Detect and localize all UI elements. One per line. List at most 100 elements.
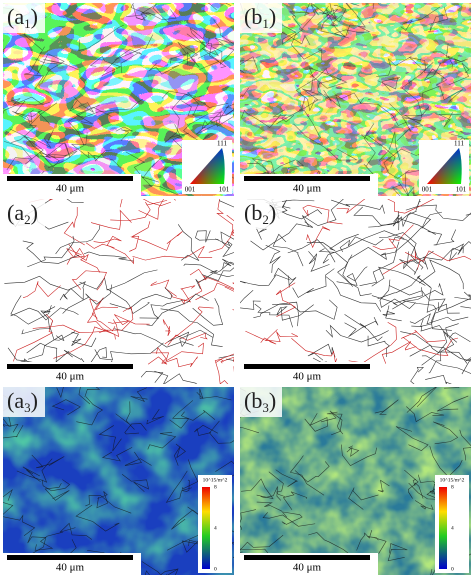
boundary-line	[89, 298, 116, 332]
grain-boundary	[422, 85, 464, 105]
kam-boundary	[433, 421, 459, 445]
boundary-line	[109, 287, 173, 310]
boundary-line	[409, 313, 469, 325]
panel: (b2) 40 μm	[240, 199, 471, 384]
boundary-line	[55, 224, 101, 255]
boundary-line	[336, 266, 368, 286]
boundary-line	[83, 251, 134, 262]
boundary-line	[240, 274, 291, 286]
grain-boundary	[52, 3, 57, 5]
kam-boundary	[304, 413, 328, 432]
grain-boundary	[141, 176, 179, 196]
boundary-line	[154, 370, 198, 384]
boundary-line	[13, 313, 54, 362]
grain-boundary	[189, 27, 208, 48]
kam-boundary	[146, 408, 164, 425]
grain-boundary	[291, 3, 319, 30]
kam-boundary	[414, 500, 434, 510]
label-letter: (b	[244, 4, 262, 29]
kam-boundary	[3, 488, 14, 515]
label-letter: (a	[7, 200, 24, 225]
grain-boundary	[8, 96, 51, 106]
boundary-line	[344, 316, 379, 338]
grain-boundary	[161, 90, 229, 108]
kam-boundary	[180, 409, 216, 421]
kam-boundary	[84, 387, 101, 398]
kam-boundary	[282, 491, 308, 511]
kam-boundary	[275, 469, 298, 487]
label-sub: 2	[24, 212, 31, 227]
grain-boundary	[377, 77, 400, 92]
boundary-line	[119, 199, 172, 208]
grain-boundary	[38, 151, 67, 168]
scale-label: 40 μm	[293, 183, 322, 195]
grain-boundary	[423, 62, 448, 86]
boundary-line	[389, 285, 446, 312]
grain-boundary	[104, 34, 154, 72]
label-box	[3, 3, 45, 33]
grain-boundary	[181, 92, 199, 117]
panel: (a3) 40 μm 10^15/m^28 4 0	[3, 387, 234, 575]
colorbar-tick: 4	[451, 525, 454, 531]
boundary-line	[367, 335, 390, 358]
boundary-line	[400, 331, 471, 362]
boundary-line	[167, 332, 208, 346]
grain-boundary	[438, 112, 465, 128]
boundary-line	[214, 358, 229, 384]
kam-boundary	[281, 511, 303, 525]
boundary-line	[107, 288, 150, 314]
boundary-line	[62, 284, 113, 314]
kam-boundary	[165, 470, 188, 503]
boundary-line	[273, 267, 297, 288]
boundary-line	[371, 287, 423, 306]
kam-boundary	[41, 479, 71, 492]
label-close: )	[31, 4, 38, 29]
kam-boundary	[124, 423, 147, 435]
boundary-line	[68, 243, 101, 273]
kam-boundary	[76, 396, 104, 426]
grain-boundary	[247, 159, 296, 175]
grain-boundary	[78, 24, 124, 51]
kam-boundary	[196, 388, 232, 401]
scale-label: 40 μm	[293, 371, 322, 383]
ipf-left: 001	[185, 186, 196, 194]
scale-bar	[7, 364, 133, 369]
grain-boundary	[430, 51, 469, 65]
kam-boundary	[22, 466, 41, 482]
grain-boundary	[84, 99, 143, 118]
grain-boundary	[213, 19, 234, 45]
boundary-line	[139, 299, 186, 319]
panel-label: (a1)	[7, 4, 38, 31]
boundary-line	[220, 231, 234, 249]
kam-boundary	[98, 425, 122, 452]
label-close: )	[31, 200, 38, 225]
label-sub: 2	[262, 212, 269, 227]
boundary-line	[272, 233, 304, 267]
grain-boundary	[383, 148, 418, 179]
kam-boundary	[241, 478, 274, 500]
kam-boundary	[56, 387, 91, 405]
boundary-line	[461, 357, 471, 375]
kam-boundary	[215, 460, 234, 481]
scale-label: 40 μm	[293, 562, 322, 574]
boundary-line	[353, 206, 400, 231]
boundary-line	[215, 353, 234, 373]
boundary-line	[331, 199, 385, 214]
kam-boundary	[262, 512, 316, 527]
boundary-line	[183, 261, 234, 274]
boundary-line	[195, 270, 234, 289]
kam-boundary	[209, 420, 234, 444]
grain-boundary	[170, 41, 199, 64]
ipf-top: 111	[217, 140, 227, 148]
kam-boundary	[85, 495, 132, 514]
boundary-line	[107, 314, 150, 326]
boundary-line	[162, 319, 171, 337]
panel-label: (a3)	[7, 388, 38, 415]
boundary-line	[402, 336, 459, 356]
kam-boundary	[404, 469, 419, 499]
colorbar-tick: 8	[451, 484, 454, 490]
boundary-line	[292, 268, 335, 298]
kam-boundary	[408, 482, 443, 500]
grain-boundary	[125, 151, 162, 179]
boundary-line	[254, 303, 293, 328]
